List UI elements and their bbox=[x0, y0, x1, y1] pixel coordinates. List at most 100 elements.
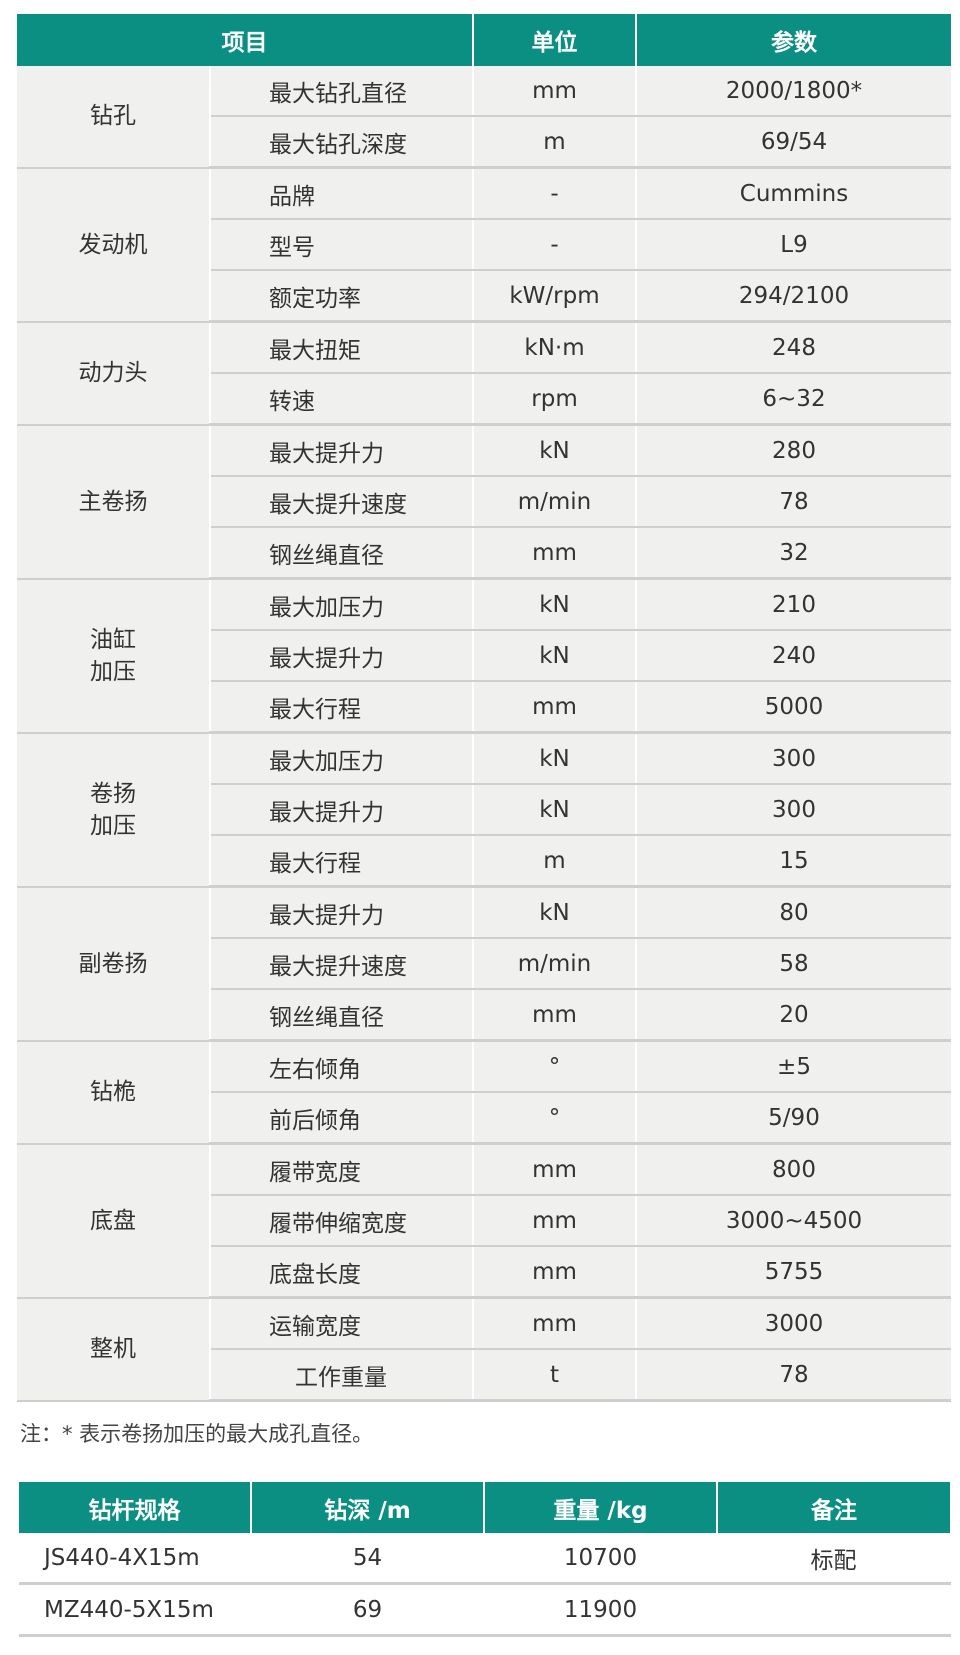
value-cell: 5755 bbox=[636, 1246, 951, 1299]
header-value: 参数 bbox=[636, 14, 951, 66]
table-row: 底盘 履带宽度 mm 800 bbox=[17, 1143, 951, 1299]
unit-cell: - bbox=[473, 167, 637, 220]
footnote: 注：* 表示卷扬加压的最大成孔直径。 bbox=[20, 1422, 374, 1446]
unit-cell: mm bbox=[473, 681, 637, 734]
item-cell: 履带宽度 bbox=[210, 1143, 474, 1196]
value-cell: ±5 bbox=[636, 1040, 951, 1093]
table-row: 动力头 最大扭矩 kN·m 248 bbox=[17, 321, 951, 426]
item-cell: 最大加压力 bbox=[210, 578, 474, 631]
item-cell: 最大提升力 bbox=[210, 784, 474, 836]
unit-cell: t bbox=[473, 1349, 637, 1402]
unit-cell: mm bbox=[473, 989, 637, 1042]
table-row: MZ440-5X15m 69 11900 bbox=[19, 1583, 951, 1637]
table-row: 发动机 品牌 - Cummins bbox=[17, 167, 951, 323]
table-row: 副卷扬 最大提升力 kN 80 bbox=[17, 886, 951, 1042]
value-cell: 280 bbox=[636, 424, 951, 477]
table-row: 最大钻孔深度 m 69/54 bbox=[17, 116, 951, 169]
depth-cell: 54 bbox=[251, 1533, 485, 1585]
remark-cell: 标配 bbox=[717, 1533, 951, 1585]
unit-cell: kN bbox=[473, 424, 637, 477]
table-row: 转速 rpm 6~32 bbox=[17, 373, 951, 426]
table-row: 油缸 加压 最大加压力 kN 210 bbox=[17, 578, 951, 734]
unit-cell: kN·m bbox=[473, 321, 637, 374]
value-cell: 3000~4500 bbox=[636, 1195, 951, 1247]
table-row: 卷扬 加压 最大加压力 kN 300 bbox=[17, 732, 951, 888]
table-row: 钢丝绳直径 mm 32 bbox=[17, 527, 951, 580]
unit-cell: kN bbox=[473, 732, 637, 785]
value-cell: 5000 bbox=[636, 681, 951, 734]
value-cell: 210 bbox=[636, 578, 951, 631]
table-row: 额定功率 kW/rpm 294/2100 bbox=[17, 270, 951, 323]
group-label: 副卷扬 bbox=[17, 886, 211, 1042]
spec-table: 项目 单位 参数 钻孔 最大钻孔直径 mm 2000/1800* 最大钻孔深度 m 69/5… bbox=[17, 14, 951, 1402]
item-cell: 履带伸缩宽度 bbox=[210, 1195, 474, 1247]
unit-cell: mm bbox=[473, 1246, 637, 1299]
value-cell: 78 bbox=[636, 1349, 951, 1402]
unit-cell: ° bbox=[473, 1092, 637, 1145]
item-cell: 最大加压力 bbox=[210, 732, 474, 785]
item-cell: 额定功率 bbox=[210, 270, 474, 323]
item-cell: 最大扭矩 bbox=[210, 321, 474, 374]
remark-cell bbox=[717, 1583, 951, 1637]
weight-cell: 11900 bbox=[484, 1583, 718, 1637]
table-row: 前后倾角 ° 5/90 bbox=[17, 1092, 951, 1145]
unit-cell: mm bbox=[473, 1297, 637, 1350]
unit-cell: mm bbox=[473, 1143, 637, 1196]
value-cell: 78 bbox=[636, 476, 951, 528]
value-cell: L9 bbox=[636, 219, 951, 271]
depth-cell: 69 bbox=[251, 1583, 485, 1637]
table-row: 钻孔 最大钻孔直径 mm 2000/1800* bbox=[17, 66, 951, 169]
item-cell: 最大行程 bbox=[210, 681, 474, 734]
value-cell: 2000/1800* bbox=[636, 66, 951, 117]
unit-cell: rpm bbox=[473, 373, 637, 426]
table-row: 型号 - L9 bbox=[17, 219, 951, 271]
value-cell: 3000 bbox=[636, 1297, 951, 1350]
table-row: 最大行程 m 15 bbox=[17, 835, 951, 888]
table-row: 最大提升速度 m/min 78 bbox=[17, 476, 951, 528]
group-label: 卷扬 加压 bbox=[17, 732, 211, 888]
table-row: 最大提升力 kN 240 bbox=[17, 630, 951, 682]
rod-header-row: 钻杆规格 钻深 /m 重量 /kg 备注 bbox=[19, 1482, 950, 1533]
item-cell: 底盘长度 bbox=[210, 1246, 474, 1299]
table-row: JS440-4X15m 54 10700 标配 bbox=[19, 1533, 951, 1585]
table-row: 最大行程 mm 5000 bbox=[17, 681, 951, 734]
unit-cell: - bbox=[473, 219, 637, 271]
group-label: 钻桅 bbox=[17, 1040, 211, 1145]
value-cell: 248 bbox=[636, 321, 951, 374]
value-cell: 240 bbox=[636, 630, 951, 682]
item-cell: 工作重量 bbox=[210, 1349, 474, 1402]
table-row: 钢丝绳直径 mm 20 bbox=[17, 989, 951, 1042]
table-row: 最大提升速度 m/min 58 bbox=[17, 938, 951, 990]
unit-cell: m/min bbox=[473, 476, 637, 528]
weight-cell: 10700 bbox=[484, 1533, 718, 1585]
drill-rod-table: 钻杆规格 钻深 /m 重量 /kg 备注 JS440-4X15m 54 10700 标… bbox=[19, 1482, 951, 1637]
table-row: 履带伸缩宽度 mm 3000~4500 bbox=[17, 1195, 951, 1247]
group-label: 整机 bbox=[17, 1297, 211, 1402]
value-cell: 5/90 bbox=[636, 1092, 951, 1145]
header-remark: 备注 bbox=[717, 1482, 950, 1533]
group-label: 动力头 bbox=[17, 321, 211, 426]
item-cell: 运输宽度 bbox=[210, 1297, 474, 1350]
item-cell: 最大提升速度 bbox=[210, 938, 474, 990]
value-cell: 294/2100 bbox=[636, 270, 951, 323]
item-cell: 最大钻孔深度 bbox=[210, 116, 474, 169]
item-cell: 最大钻孔直径 bbox=[210, 66, 474, 117]
table-row: 最大提升力 kN 300 bbox=[17, 784, 951, 836]
table-row: 工作重量 t 78 bbox=[17, 1349, 951, 1402]
unit-cell: mm bbox=[473, 527, 637, 580]
table-row: 整机 运输宽度 mm 3000 bbox=[17, 1297, 951, 1402]
header-depth: 钻深 /m bbox=[251, 1482, 485, 1533]
unit-cell: kN bbox=[473, 784, 637, 836]
unit-cell: kN bbox=[473, 630, 637, 682]
rod-spec-cell: MZ440-5X15m bbox=[19, 1583, 252, 1637]
item-cell: 最大提升速度 bbox=[210, 476, 474, 528]
value-cell: 58 bbox=[636, 938, 951, 990]
item-cell: 前后倾角 bbox=[210, 1092, 474, 1145]
value-cell: Cummins bbox=[636, 167, 951, 220]
unit-cell: m bbox=[473, 835, 637, 888]
spec-header-row: 项目 单位 参数 bbox=[17, 14, 951, 66]
rod-spec-cell: JS440-4X15m bbox=[19, 1533, 252, 1585]
item-cell: 最大行程 bbox=[210, 835, 474, 888]
item-cell: 最大提升力 bbox=[210, 886, 474, 939]
header-unit: 单位 bbox=[473, 14, 637, 66]
